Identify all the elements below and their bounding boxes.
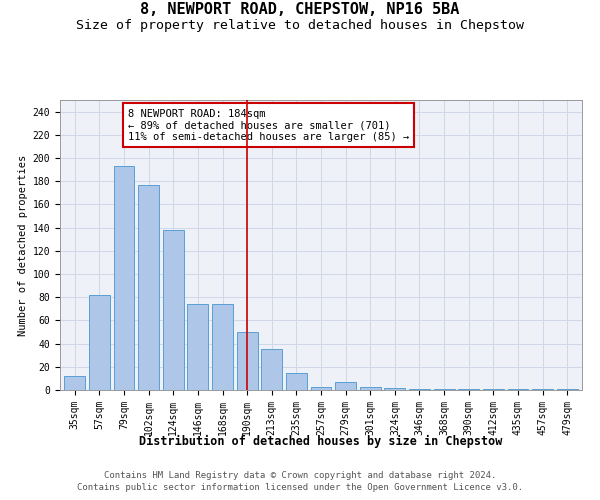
Bar (236, 332, 257, 390)
Bar (557, 389, 578, 390)
Bar (385, 388, 406, 390)
Text: Contains public sector information licensed under the Open Government Licence v3: Contains public sector information licen… (77, 484, 523, 492)
Bar (286, 372, 307, 390)
Bar (89, 295, 110, 390)
Text: Contains HM Land Registry data © Crown copyright and database right 2024.: Contains HM Land Registry data © Crown c… (104, 471, 496, 480)
Bar (483, 389, 504, 390)
Text: 8, NEWPORT ROAD, CHEPSTOW, NP16 5BA: 8, NEWPORT ROAD, CHEPSTOW, NP16 5BA (140, 2, 460, 18)
Bar (532, 389, 553, 390)
Bar (434, 389, 455, 390)
Text: Distribution of detached houses by size in Chepstow: Distribution of detached houses by size … (139, 435, 503, 448)
Bar (113, 166, 134, 390)
Bar (311, 386, 331, 390)
Bar (163, 230, 184, 390)
Bar (335, 382, 356, 390)
Text: Size of property relative to detached houses in Chepstow: Size of property relative to detached ho… (76, 18, 524, 32)
Bar (64, 376, 85, 390)
Bar (409, 389, 430, 390)
Bar (508, 389, 529, 390)
Bar (138, 184, 159, 390)
Y-axis label: Number of detached properties: Number of detached properties (19, 154, 28, 336)
Bar (212, 304, 233, 390)
Bar (187, 304, 208, 390)
Bar (261, 350, 282, 390)
Bar (458, 389, 479, 390)
Text: 8 NEWPORT ROAD: 184sqm
← 89% of detached houses are smaller (701)
11% of semi-de: 8 NEWPORT ROAD: 184sqm ← 89% of detached… (128, 108, 409, 142)
Bar (360, 386, 381, 390)
